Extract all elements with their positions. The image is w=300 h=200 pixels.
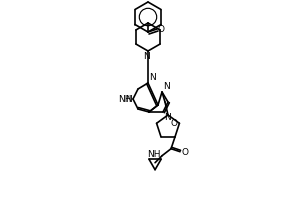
- Text: NH: NH: [118, 95, 132, 104]
- Text: O: O: [181, 148, 188, 157]
- Text: O: O: [170, 119, 177, 128]
- Text: N: N: [125, 95, 132, 104]
- Text: O: O: [158, 25, 165, 34]
- Text: N: N: [164, 113, 171, 122]
- Text: NH: NH: [148, 150, 161, 159]
- Text: N: N: [144, 52, 150, 61]
- Text: N: N: [163, 82, 170, 91]
- Text: N: N: [149, 73, 156, 82]
